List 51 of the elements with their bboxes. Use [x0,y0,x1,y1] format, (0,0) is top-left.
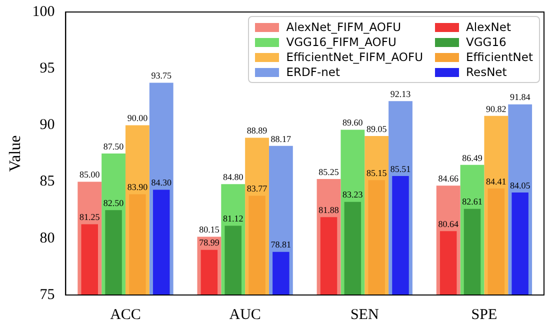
data-label: 91.84 [510,92,531,102]
data-label: 84.41 [486,176,506,186]
y-axis-title: Value [6,135,24,172]
data-label: 86.49 [462,152,483,163]
data-label: 89.60 [342,118,364,128]
data-label: 84.05 [510,180,531,190]
data-label: 85.25 [318,166,340,177]
data-label: 82.61 [462,196,482,207]
data-label: 83.23 [342,190,364,200]
data-label: 81.12 [222,214,244,224]
x-tick-label: SPE [471,306,498,323]
data-label: 90.00 [127,113,148,124]
data-label: 85.15 [366,168,388,178]
y-tick-label: 85 [40,174,55,190]
legend-label: ResNet [466,65,507,79]
data-label: 81.88 [318,204,340,215]
legend-label: EfficientNet_FIFM_AOFU [286,50,424,64]
data-label: 90.82 [486,104,506,114]
data-label: 78.81 [270,240,292,250]
data-label: 88.17 [270,134,292,144]
data-label: 84.66 [438,174,459,184]
data-label: 88.89 [246,126,268,136]
y-tick-label: 100 [32,4,55,20]
legend-label: VGG16 [466,35,506,49]
data-label: 85.51 [390,164,411,174]
data-label: 85.00 [79,170,100,180]
y-tick-label: 90 [40,117,55,134]
data-label: 84.80 [222,172,244,182]
y-tick-label: 80 [40,230,55,246]
data-label: 83.77 [246,184,268,194]
legend-label: AlexNet [466,20,511,34]
data-label: 80.15 [199,224,220,235]
legend-label: EfficientNet [466,50,533,64]
x-tick-label: AUC [229,306,261,323]
data-label: 80.64 [438,219,459,230]
data-label: 81.25 [79,212,100,222]
data-label: 92.13 [390,88,412,99]
legend-label: ERDF-net [286,65,340,79]
legend-label: VGG16_FIFM_AOFU [286,35,396,49]
data-label: 87.50 [103,141,124,152]
data-label: 78.99 [199,238,220,248]
legend-label: AlexNet_FIFM_AOFU [286,20,401,34]
data-label: 83.90 [127,182,148,192]
data-label: 84.30 [151,178,172,188]
y-tick-label: 95 [40,60,55,77]
data-label: 82.50 [103,198,124,208]
data-label: 89.05 [366,124,388,134]
y-tick-label: 75 [40,286,55,303]
data-label: 93.75 [151,70,172,81]
x-tick-label: ACC [110,306,141,323]
x-tick-label: SEN [350,306,379,323]
